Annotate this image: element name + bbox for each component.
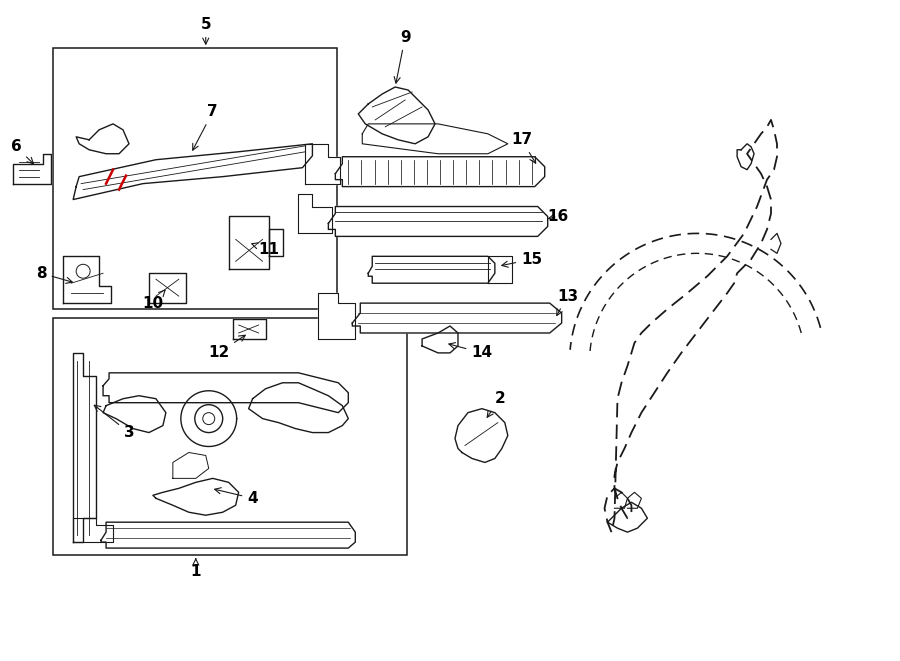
Polygon shape <box>104 396 166 432</box>
Polygon shape <box>73 353 96 542</box>
Polygon shape <box>104 373 348 412</box>
Text: 1: 1 <box>191 559 201 580</box>
Text: 15: 15 <box>502 252 543 267</box>
Polygon shape <box>422 326 458 353</box>
Text: 17: 17 <box>511 132 536 163</box>
Text: 3: 3 <box>94 405 134 440</box>
Polygon shape <box>248 383 348 432</box>
Polygon shape <box>336 157 544 186</box>
Polygon shape <box>229 217 268 269</box>
Text: 5: 5 <box>201 17 212 44</box>
Polygon shape <box>173 453 209 479</box>
Polygon shape <box>14 154 51 184</box>
Bar <box>53 318 407 555</box>
Polygon shape <box>76 124 129 154</box>
Polygon shape <box>352 303 562 333</box>
Polygon shape <box>63 256 111 303</box>
Polygon shape <box>455 408 508 463</box>
Polygon shape <box>319 293 356 339</box>
Bar <box>53 48 338 309</box>
Text: 2: 2 <box>487 391 505 417</box>
Polygon shape <box>101 522 356 548</box>
Polygon shape <box>148 273 185 303</box>
Text: 8: 8 <box>36 266 72 284</box>
Polygon shape <box>299 194 332 233</box>
Polygon shape <box>73 518 113 542</box>
Polygon shape <box>305 144 340 184</box>
Polygon shape <box>73 144 312 200</box>
Text: 4: 4 <box>215 488 258 506</box>
Polygon shape <box>363 124 508 154</box>
Text: 11: 11 <box>252 242 279 257</box>
Polygon shape <box>268 229 283 256</box>
Text: 6: 6 <box>11 139 33 164</box>
Text: 12: 12 <box>208 335 246 360</box>
Polygon shape <box>488 256 512 283</box>
Text: 13: 13 <box>557 289 578 315</box>
Polygon shape <box>233 319 266 339</box>
Text: 10: 10 <box>142 290 165 311</box>
Polygon shape <box>368 256 495 283</box>
Text: 7: 7 <box>193 104 218 150</box>
Circle shape <box>76 264 90 278</box>
Text: 9: 9 <box>394 30 410 83</box>
Polygon shape <box>328 206 548 237</box>
Text: 16: 16 <box>547 209 568 224</box>
Polygon shape <box>153 479 238 515</box>
Circle shape <box>194 405 222 432</box>
Polygon shape <box>358 87 435 144</box>
Polygon shape <box>181 391 237 446</box>
Circle shape <box>202 412 215 424</box>
Text: 14: 14 <box>449 342 492 360</box>
